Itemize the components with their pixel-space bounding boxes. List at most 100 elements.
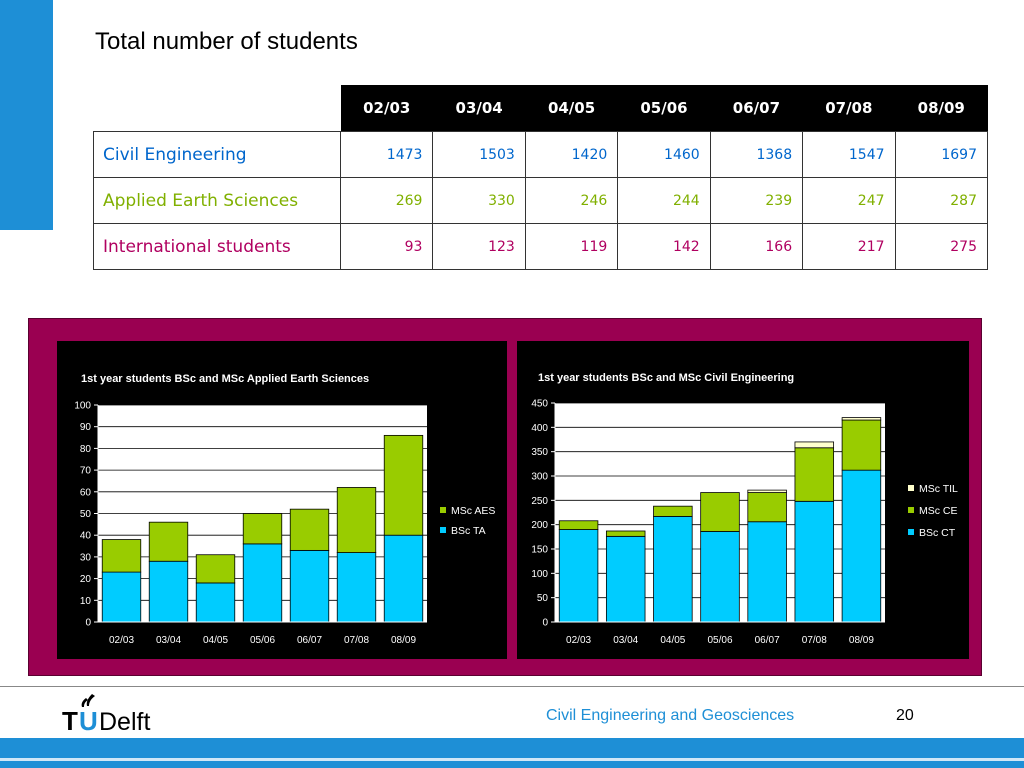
bar-segment — [195, 554, 236, 584]
column-header: 03/04 — [432, 85, 526, 132]
y-tick-label: 10 — [80, 596, 92, 607]
bar-segment — [383, 534, 424, 623]
bar-segment — [336, 487, 377, 553]
svg-text:T: T — [62, 706, 78, 736]
y-tick-label: 350 — [531, 447, 548, 458]
bar-segment — [336, 552, 377, 623]
bar-segment — [841, 419, 882, 471]
y-tick-label: 100 — [74, 401, 91, 412]
aes-chart-container: 1st year students BSc and MSc Applied Ea… — [57, 341, 507, 659]
ce-chart: 1st year students BSc and MSc Civil Engi… — [531, 372, 958, 646]
y-tick-label: 250 — [531, 496, 548, 507]
table-cell: 287 — [894, 177, 989, 224]
x-tick-label: 08/09 — [849, 635, 874, 646]
table-cell: 330 — [432, 177, 526, 224]
x-tick-label: 02/03 — [109, 635, 134, 646]
svg-text:Delft: Delft — [99, 708, 150, 736]
table-row-civil-engineering: Civil Engineering 1473 1503 1420 1460 13… — [93, 131, 989, 178]
table-cell: 119 — [524, 223, 619, 270]
table-cell: 1697 — [894, 131, 989, 178]
bar-segment — [700, 531, 740, 623]
bar-segment — [653, 505, 693, 517]
y-tick-label: 0 — [85, 618, 91, 629]
bar-segment — [653, 515, 693, 623]
bar-segment — [289, 549, 330, 623]
column-header: 08/09 — [895, 85, 988, 132]
y-tick-label: 60 — [80, 487, 92, 498]
chart-title: 1st year students BSc and MSc Applied Ea… — [81, 373, 369, 385]
table-cell: 93 — [339, 223, 434, 270]
bar-segment — [700, 492, 740, 532]
y-tick-label: 20 — [80, 574, 92, 585]
x-tick-label: 08/09 — [391, 635, 416, 646]
legend-label: MSc AES — [451, 505, 495, 517]
table-header-row: 02/03 03/04 04/05 05/06 06/07 07/08 08/0… — [93, 85, 988, 132]
table-cell: 1503 — [432, 131, 526, 178]
x-tick-label: 05/06 — [707, 635, 732, 646]
table-cell: 1420 — [524, 131, 619, 178]
page-number: 20 — [896, 707, 914, 724]
x-tick-label: 07/08 — [344, 635, 369, 646]
y-tick-label: 40 — [80, 531, 92, 542]
bar-segment — [383, 434, 424, 536]
legend-label: BSc TA — [451, 525, 486, 537]
y-tick-label: 100 — [531, 569, 548, 580]
y-tick-label: 150 — [531, 545, 548, 556]
table-cell: 166 — [709, 223, 804, 270]
bar-segment — [841, 469, 882, 623]
bar-segment — [558, 520, 599, 530]
y-tick-label: 400 — [531, 423, 548, 434]
y-tick-label: 200 — [531, 520, 548, 531]
row-label: Applied Earth Sciences — [93, 177, 341, 224]
legend-label: MSc TIL — [919, 483, 958, 495]
table-cell: 239 — [709, 177, 804, 224]
bar-segment — [605, 530, 646, 537]
ce-chart-container: 1st year students BSc and MSc Civil Engi… — [517, 341, 969, 659]
row-label: Civil Engineering — [93, 131, 341, 178]
bar-segment — [841, 417, 882, 421]
bar-segment — [794, 500, 835, 623]
legend-swatch — [440, 507, 446, 513]
slide-title: Total number of students — [95, 28, 358, 55]
accent-bar — [0, 0, 53, 230]
table-cell: 244 — [617, 177, 711, 224]
bar-segment — [605, 535, 646, 623]
table-cell: 246 — [524, 177, 619, 224]
y-tick-label: 0 — [542, 618, 548, 629]
bar-segment — [794, 447, 835, 502]
bar-segment — [148, 560, 189, 623]
x-tick-label: 06/07 — [755, 635, 780, 646]
column-header: 06/07 — [710, 85, 803, 132]
student-totals-table: 02/03 03/04 04/05 05/06 06/07 07/08 08/0… — [93, 85, 989, 270]
footer-faculty-name: Civil Engineering and Geosciences — [546, 707, 795, 724]
bar-segment — [242, 513, 283, 545]
bar-segment — [101, 539, 142, 573]
bar-segment — [747, 489, 787, 493]
table-cell: 247 — [802, 177, 896, 224]
legend-swatch — [908, 485, 914, 491]
legend-label: BSc CT — [919, 527, 956, 539]
legend-swatch — [440, 527, 446, 533]
chart-title: 1st year students BSc and MSc Civil Engi… — [538, 372, 794, 384]
table-row-applied-earth-sciences: Applied Earth Sciences 269 330 246 244 2… — [93, 177, 989, 224]
footer-band — [0, 738, 1024, 768]
bar-segment — [747, 492, 787, 523]
row-label: International students — [93, 223, 341, 270]
y-tick-label: 50 — [537, 593, 549, 604]
y-tick-label: 80 — [80, 444, 92, 455]
table-cell: 1473 — [339, 131, 434, 178]
y-tick-label: 300 — [531, 472, 548, 483]
bar-segment — [148, 521, 189, 562]
table-cell: 269 — [339, 177, 434, 224]
y-tick-label: 70 — [80, 466, 92, 477]
table-cell: 217 — [802, 223, 896, 270]
legend-swatch — [908, 507, 914, 513]
table-cell: 1460 — [617, 131, 711, 178]
table-cell: 1547 — [802, 131, 896, 178]
y-tick-label: 50 — [80, 509, 92, 520]
table-row-international-students: International students 93 123 119 142 16… — [93, 223, 989, 270]
legend-swatch — [908, 529, 914, 535]
column-header: 02/03 — [340, 85, 433, 132]
x-tick-label: 02/03 — [566, 635, 591, 646]
flame-icon — [81, 698, 88, 707]
